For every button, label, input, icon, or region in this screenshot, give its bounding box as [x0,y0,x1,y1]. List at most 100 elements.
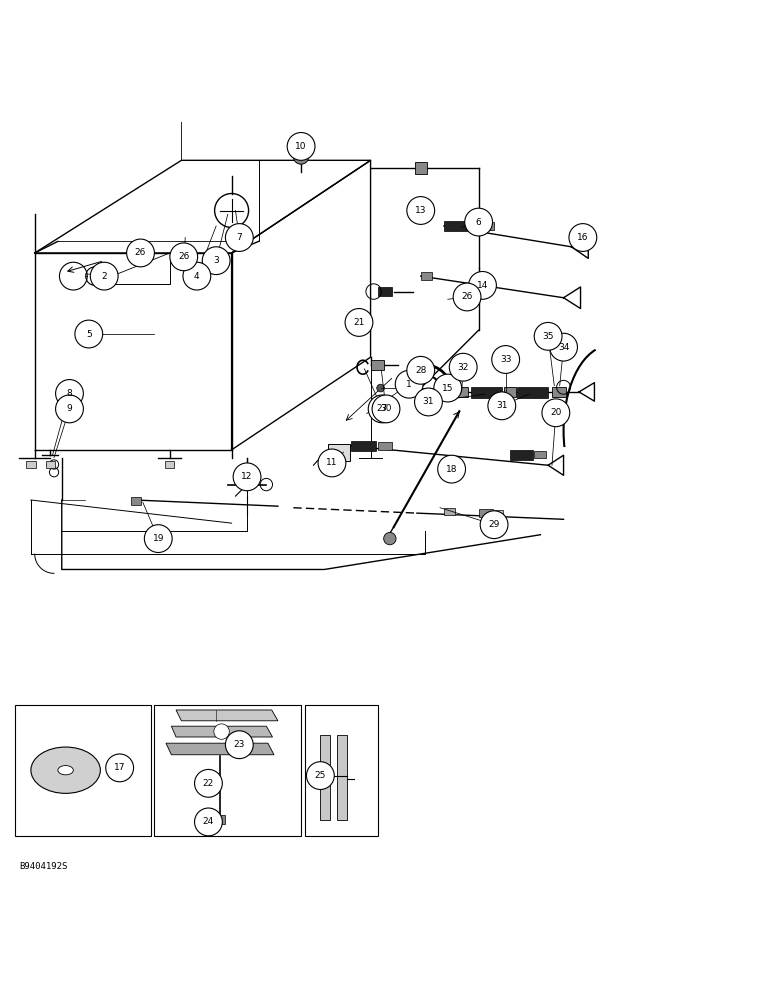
Circle shape [306,762,334,790]
Circle shape [225,731,253,759]
Circle shape [480,511,508,539]
Bar [337,735,347,820]
Bar [371,360,384,370]
Text: 26: 26 [178,252,189,261]
Circle shape [56,380,83,407]
Text: 29: 29 [489,520,499,529]
Circle shape [75,320,103,348]
Text: 12: 12 [242,472,252,481]
Bar [15,705,151,836]
Circle shape [144,525,172,552]
Polygon shape [166,743,274,755]
Text: 17: 17 [114,763,125,772]
Bar [510,450,533,460]
Bar [454,387,468,397]
Circle shape [569,224,597,251]
Text: B9404192S: B9404192S [19,862,68,871]
Circle shape [469,271,496,299]
Bar [485,278,494,284]
Text: 3: 3 [213,256,219,265]
Circle shape [377,384,384,392]
Bar [469,221,484,231]
Circle shape [395,370,423,398]
Circle shape [368,395,396,423]
Circle shape [384,532,396,545]
Polygon shape [171,726,273,737]
Bar [351,441,376,451]
Text: 11: 11 [327,458,337,467]
Text: 20: 20 [550,408,561,417]
Circle shape [127,239,154,267]
Bar [26,461,36,468]
Bar [378,287,392,296]
Text: 25: 25 [315,771,326,780]
Text: 13: 13 [415,206,426,215]
Circle shape [542,399,570,427]
Text: 19: 19 [153,534,164,543]
Circle shape [287,133,315,160]
Text: 35: 35 [543,332,554,341]
Circle shape [318,449,346,477]
Text: 27: 27 [377,404,388,413]
Text: 15: 15 [442,384,453,393]
Text: 21: 21 [354,318,364,327]
Text: 6: 6 [476,218,482,227]
Bar [305,705,378,836]
Bar [534,451,546,458]
Text: 9: 9 [66,404,73,413]
Text: 5: 5 [86,330,92,339]
Circle shape [492,346,520,373]
Text: 2: 2 [101,272,107,281]
Text: 7: 7 [236,233,242,242]
Text: 31: 31 [423,397,434,406]
Text: 10: 10 [296,142,306,151]
Circle shape [183,262,211,290]
Text: 26: 26 [135,248,146,257]
Circle shape [407,356,435,384]
Text: 28: 28 [415,366,426,375]
Circle shape [225,224,253,251]
Bar [444,508,455,515]
Text: 33: 33 [500,355,511,364]
Bar [378,442,392,450]
Text: 14: 14 [477,281,488,290]
Bar [154,705,301,836]
Text: 24: 24 [203,817,214,826]
Circle shape [90,262,118,290]
Circle shape [372,395,400,423]
Circle shape [534,322,562,350]
Bar [471,387,502,398]
Text: 23: 23 [234,740,245,749]
Circle shape [170,243,198,271]
Bar [215,815,225,824]
Text: 30: 30 [381,404,391,413]
Circle shape [407,197,435,224]
Circle shape [488,392,516,420]
Bar [485,222,494,230]
Bar [444,221,467,231]
Text: 1: 1 [406,380,412,389]
Circle shape [202,247,230,275]
Bar [471,277,483,285]
Bar [421,272,432,280]
Text: 32: 32 [458,363,469,372]
Circle shape [195,808,222,836]
Circle shape [345,309,373,336]
Text: 34: 34 [558,343,569,352]
Ellipse shape [31,747,100,793]
Bar [552,387,566,397]
Bar [320,735,330,820]
Text: 22: 22 [203,779,214,788]
Circle shape [195,769,222,797]
Bar [165,461,174,468]
Circle shape [465,208,493,236]
Bar [328,444,350,461]
Text: 4: 4 [194,272,200,281]
Circle shape [293,149,309,164]
Text: 31: 31 [496,401,507,410]
Bar [479,509,493,517]
Bar [415,162,427,174]
Circle shape [434,374,462,402]
Circle shape [453,283,481,311]
Circle shape [233,463,261,491]
